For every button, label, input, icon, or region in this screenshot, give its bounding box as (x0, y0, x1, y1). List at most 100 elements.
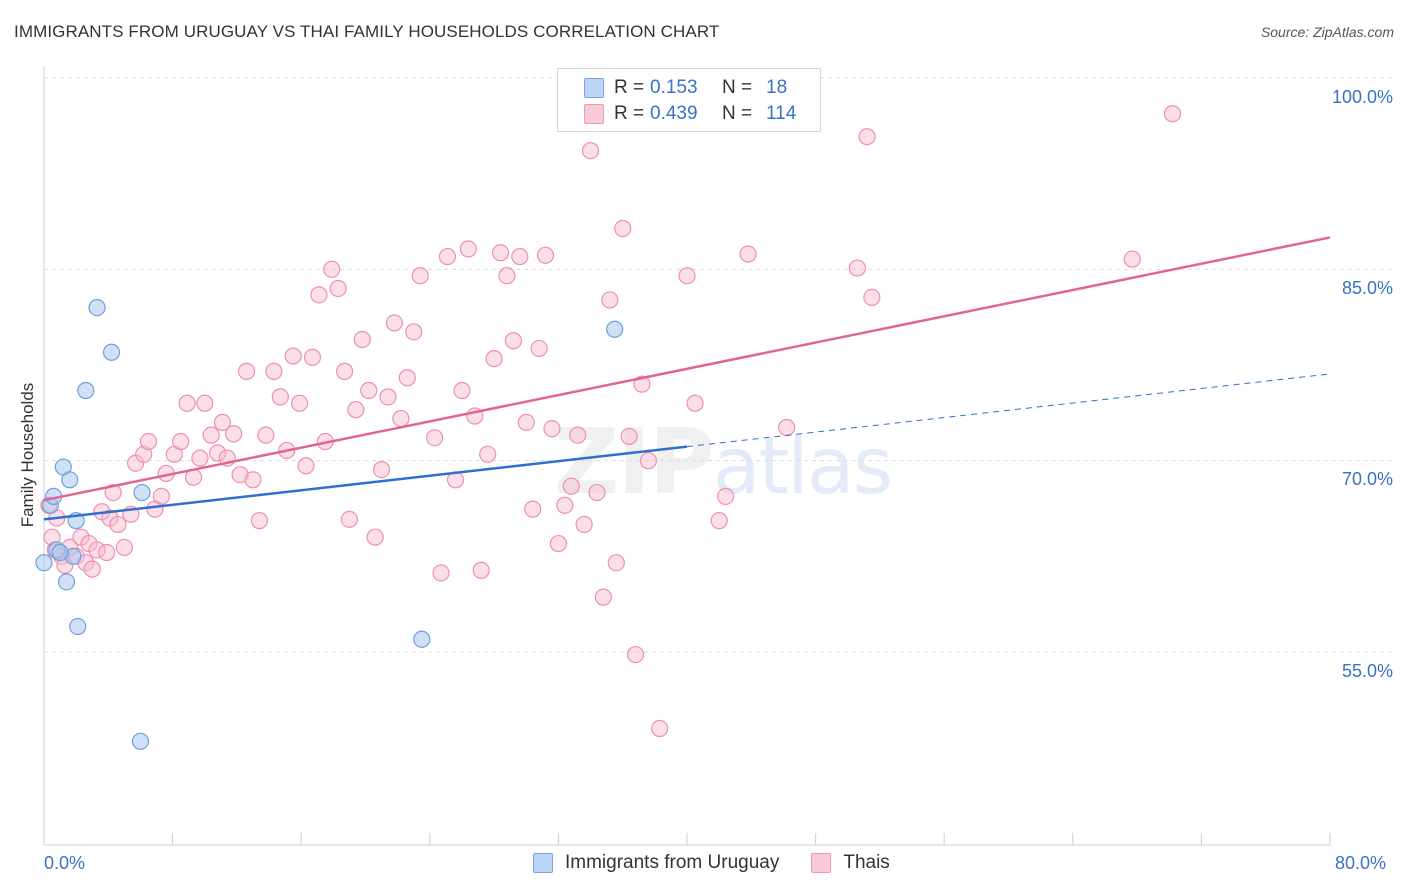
thais-point (250, 512, 269, 530)
watermark-atlas: atlas (712, 422, 893, 512)
thais-point (536, 246, 555, 264)
legend-n-value: 114 (766, 103, 797, 124)
thais-point (347, 401, 365, 419)
watermark: ZIPatlas (554, 410, 893, 515)
x-tick-label-min: 0.0% (44, 853, 86, 873)
series-swatch-thais (811, 853, 832, 873)
thais-point (575, 515, 593, 534)
thais-point (178, 394, 196, 412)
thais-point (601, 291, 619, 309)
thais-point (594, 588, 613, 606)
thais-point (88, 541, 106, 559)
series-legend-thais: Thais (811, 852, 890, 874)
thais-point (297, 457, 315, 475)
x-tick-label-max: 80.0% (1335, 853, 1387, 873)
thais-point (290, 394, 309, 412)
thais-point (426, 429, 444, 447)
thais-point (109, 515, 127, 534)
uruguay-point (133, 483, 151, 502)
thais-point (848, 259, 866, 277)
thais-point (196, 394, 214, 412)
series-legend-uruguay: Immigrants from Uruguay (533, 852, 779, 874)
thais-point (739, 245, 757, 263)
y-tick-label-100: 100.0% (1331, 87, 1393, 107)
thais-point (385, 314, 404, 332)
thais-point (98, 543, 116, 562)
thais-point (716, 487, 735, 505)
uruguay-point (35, 554, 53, 572)
thais-point (231, 466, 249, 484)
thais-point (372, 460, 391, 479)
thais-point (588, 483, 606, 502)
thais-point (863, 288, 881, 306)
thais-point (453, 381, 471, 400)
thais-point (244, 471, 262, 489)
thais-point (257, 426, 275, 444)
thais-point (633, 375, 651, 393)
legend-r-label: R = (614, 103, 645, 124)
uruguay-point (61, 471, 79, 489)
thais-point (323, 260, 341, 278)
thais-point (405, 323, 423, 341)
series-swatch-uruguay (533, 853, 553, 873)
legend-row-thais: R = 0.439 N = 114 (584, 102, 796, 126)
legend-r-value: 0.153 (650, 77, 698, 98)
thais-point (202, 426, 220, 444)
uruguay-point (102, 343, 121, 361)
thais-point (398, 369, 416, 387)
thais-point (83, 560, 101, 578)
thais-point (265, 362, 283, 380)
thais-point (614, 219, 632, 238)
thais-point (511, 247, 529, 266)
uruguay-point (77, 381, 95, 400)
legend-n-label: N = (722, 103, 753, 124)
thais-point (213, 413, 232, 431)
thais-point (336, 362, 354, 380)
thais-point (438, 247, 457, 266)
thais-point (135, 445, 153, 463)
thais-point (353, 330, 371, 349)
source-label: Source: ZipAtlas.com (1260, 24, 1394, 40)
y-tick-label-85: 85.0% (1341, 278, 1393, 298)
thais-point (303, 348, 322, 366)
legend-n-label: N = (722, 77, 753, 98)
thais-point (549, 534, 568, 553)
thais-point (115, 538, 133, 557)
uruguay-point (69, 617, 87, 636)
y-axis-label: Family Households (18, 382, 37, 528)
legend-row-uruguay: R = 0.153 N = 18 (584, 76, 787, 100)
uruguay-point (51, 543, 69, 562)
thais-point (498, 267, 516, 285)
uruguay-trend-line (43, 445, 688, 521)
legend-r-value: 0.439 (650, 103, 698, 124)
thais-point (569, 426, 587, 444)
thais-point (191, 449, 209, 467)
thais-point (639, 452, 658, 470)
thais-point (651, 719, 669, 738)
thais-point (104, 483, 122, 502)
thais-point (678, 267, 696, 285)
thais-point (209, 444, 227, 462)
legend-n-value: 18 (766, 77, 788, 98)
thais-point (517, 413, 535, 431)
thais-point (366, 528, 384, 546)
thais-point (310, 286, 328, 304)
thais-point (858, 128, 876, 146)
uruguay-point (413, 630, 431, 648)
thais-trend-line (43, 236, 1331, 502)
thais-point (686, 394, 704, 412)
thais-point (620, 427, 638, 446)
thais-point (139, 432, 158, 451)
thais-point (284, 347, 302, 365)
y-tick-label-55: 55.0% (1341, 661, 1393, 681)
thais-point (479, 445, 497, 463)
thais-point (379, 388, 397, 406)
thais-point (1163, 105, 1182, 123)
thais-point (504, 332, 522, 350)
thais-point (472, 561, 490, 579)
thais-point (172, 432, 190, 451)
thais-point (225, 425, 243, 443)
uruguay-trend-extension (686, 373, 1331, 448)
chart-title: IMMIGRANTS FROM URUGUAY VS THAI FAMILY H… (14, 22, 720, 41)
